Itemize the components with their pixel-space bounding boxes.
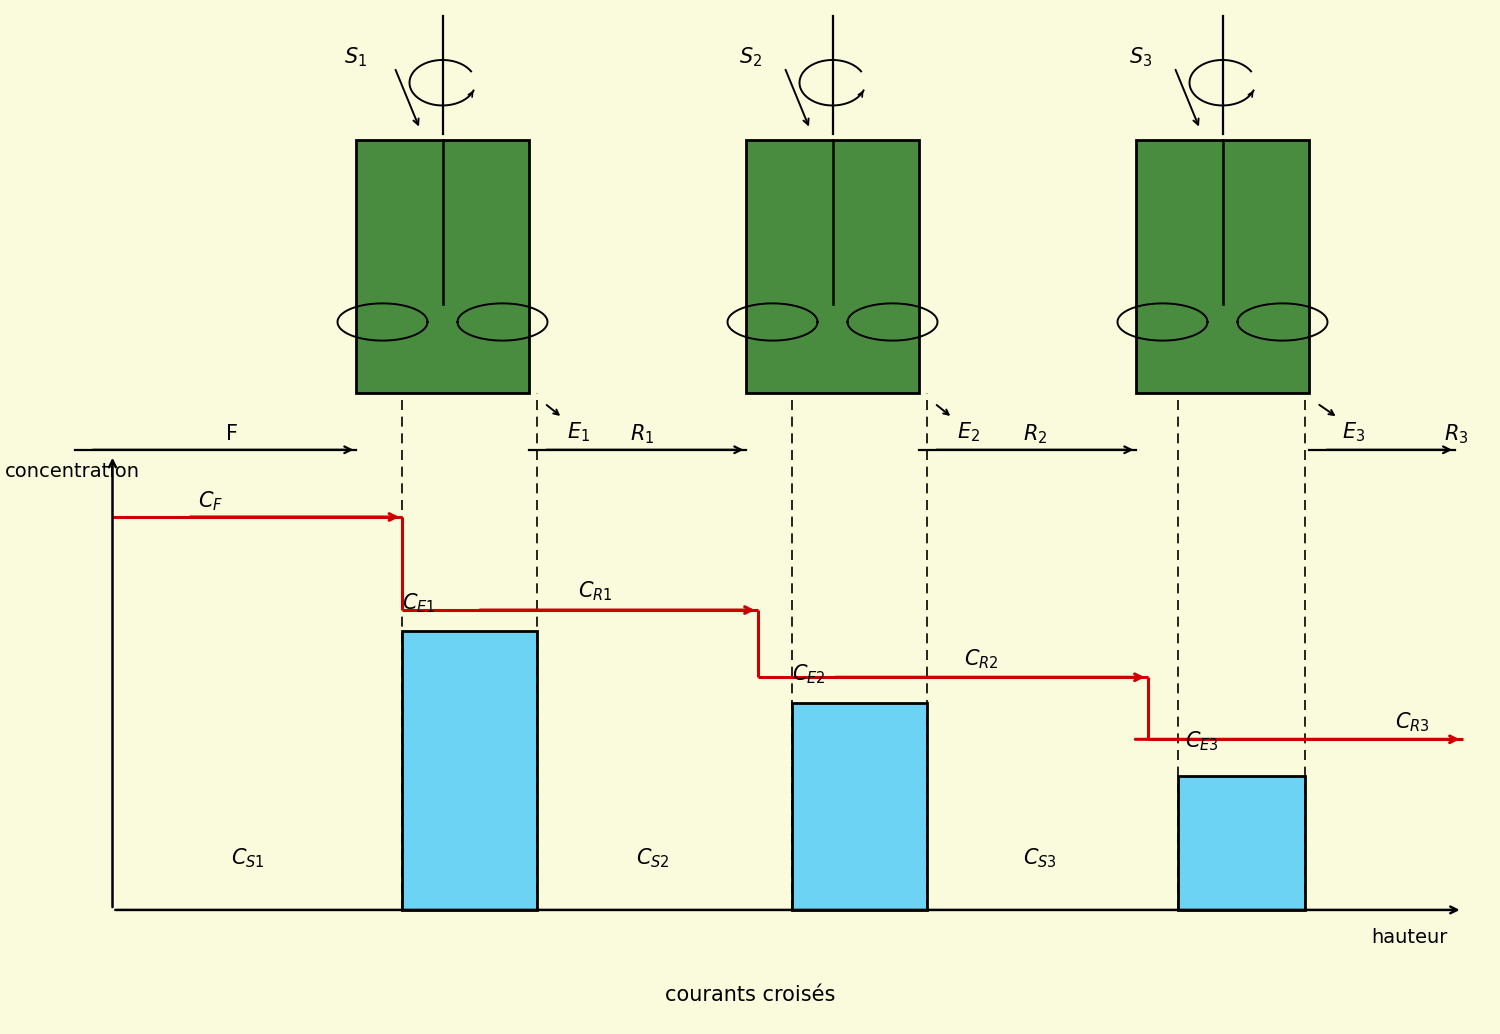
Text: $E_1$: $E_1$	[567, 421, 590, 445]
Text: hauteur: hauteur	[1371, 929, 1448, 947]
Text: $C_{E3}$: $C_{E3}$	[1185, 729, 1219, 753]
Text: $C_{E2}$: $C_{E2}$	[792, 662, 825, 686]
Text: F: F	[226, 424, 238, 445]
Text: concentration: concentration	[4, 462, 140, 481]
Text: $C_{R2}$: $C_{R2}$	[964, 648, 999, 671]
Text: $R_2$: $R_2$	[1023, 423, 1047, 446]
Bar	[402, 631, 537, 910]
Text: $C_{E1}$: $C_{E1}$	[402, 591, 435, 615]
Text: $C_{R3}$: $C_{R3}$	[1395, 710, 1429, 733]
Text: $C_{S3}$: $C_{S3}$	[1023, 847, 1056, 870]
Text: $C_{R1}$: $C_{R1}$	[578, 580, 612, 603]
Text: $E_2$: $E_2$	[957, 421, 980, 445]
Bar	[1178, 776, 1305, 910]
Bar	[1137, 140, 1308, 393]
Bar	[792, 703, 927, 910]
Text: $S_3$: $S_3$	[1128, 45, 1152, 68]
Text: $C_{S2}$: $C_{S2}$	[636, 847, 669, 870]
Text: $E_3$: $E_3$	[1342, 421, 1365, 445]
Text: $C_F$: $C_F$	[198, 490, 223, 513]
Text: $S_2$: $S_2$	[740, 45, 762, 68]
Bar	[747, 140, 918, 393]
Text: $R_1$: $R_1$	[630, 423, 654, 446]
Text: courants croisés: courants croisés	[664, 984, 836, 1005]
Bar	[357, 140, 528, 393]
Text: $C_{S1}$: $C_{S1}$	[231, 847, 264, 870]
Text: $S_1$: $S_1$	[345, 45, 368, 68]
Text: $R_3$: $R_3$	[1444, 423, 1468, 446]
